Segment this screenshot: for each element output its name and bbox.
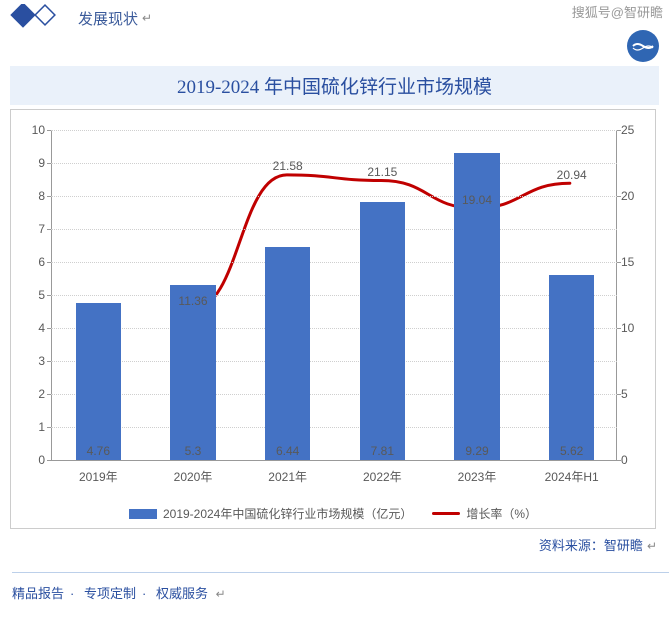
x-tick-label: 2022年 [363,468,402,485]
bar [265,247,310,460]
bar-value-label: 4.76 [87,444,110,458]
y1-tick-label: 9 [21,156,45,170]
legend-line-swatch-icon [432,512,460,515]
header-bar: 发展现状 ↵ [0,0,669,36]
bar-value-label: 7.81 [371,444,394,458]
plot-area [51,130,617,458]
bar [549,275,594,460]
legend-bar: 2019-2024年中国硫化锌行业市场规模（亿元） [129,505,412,522]
line-value-label: 20.94 [557,168,587,182]
x-tick-label: 2020年 [174,468,213,485]
brand-logo-icon [627,30,659,62]
y1-tick-label: 6 [21,255,45,269]
x-tick-label: 2024年H1 [545,468,599,485]
x-tick-label: 2021年 [268,468,307,485]
footer-item[interactable]: 专项定制 [84,586,136,601]
bar-value-label: 5.62 [560,444,583,458]
header-diamond-icon [8,4,68,32]
y1-tick-label: 5 [21,288,45,302]
y1-tick-label: 7 [21,222,45,236]
source-label: 资料来源： [539,538,604,553]
legend-line: 增长率（%） [432,505,537,522]
y1-tick-label: 0 [21,453,45,467]
legend-bar-label: 2019-2024年中国硫化锌行业市场规模（亿元） [163,505,412,522]
watermark-text: 搜狐号@智研瞻 [572,2,663,21]
footer-item[interactable]: 精品报告 [12,586,64,601]
line-value-label: 19.04 [462,193,492,207]
y1-tick-label: 8 [21,189,45,203]
chart-container: 2019-2024年中国硫化锌行业市场规模（亿元） 增长率（%） 0 1 2 3 4 5 6… [10,109,656,529]
y2-tick-label: 25 [621,123,645,137]
bar-value-label: 9.29 [465,444,488,458]
line-value-label: 21.58 [273,159,303,173]
footer-item[interactable]: 权威服务 [156,586,208,601]
y2-tick-label: 5 [621,387,645,401]
y1-tick-label: 3 [21,354,45,368]
x-tick-label: 2019年 [79,468,118,485]
bar-value-label: 5.3 [185,444,202,458]
bar [360,202,405,460]
y2-tick-label: 15 [621,255,645,269]
y2-tick-label: 0 [621,453,645,467]
chart-title: 2019-2024 年中国硫化锌行业市场规模 [10,66,659,105]
line-series-svg [51,130,617,458]
bar [76,303,121,460]
legend-line-label: 增长率（%） [466,505,537,522]
paragraph-mark-icon: ↵ [216,587,226,601]
source-attribution: 资料来源：智研瞻 ↵ [0,535,657,554]
legend-bar-swatch-icon [129,509,157,519]
source-value: 智研瞻 [604,538,643,553]
line-value-label: 21.15 [367,165,397,179]
y2-tick-label: 10 [621,321,645,335]
y1-tick-label: 4 [21,321,45,335]
section-title: 发展现状 [78,8,138,29]
y1-tick-label: 10 [21,123,45,137]
line-value-label: 11.36 [178,294,207,308]
y1-tick-label: 2 [21,387,45,401]
x-tick-label: 2023年 [458,468,497,485]
y1-tick-label: 1 [21,420,45,434]
chart-legend: 2019-2024年中国硫化锌行业市场规模（亿元） 增长率（%） [11,505,655,522]
paragraph-mark-icon: ↵ [647,539,657,553]
bar [170,285,215,460]
bar-value-label: 6.44 [276,444,299,458]
footer-links: 精品报告· 专项定制· 权威服务 ↵ [12,572,669,602]
paragraph-mark-icon: ↵ [142,11,152,25]
y2-tick-label: 20 [621,189,645,203]
